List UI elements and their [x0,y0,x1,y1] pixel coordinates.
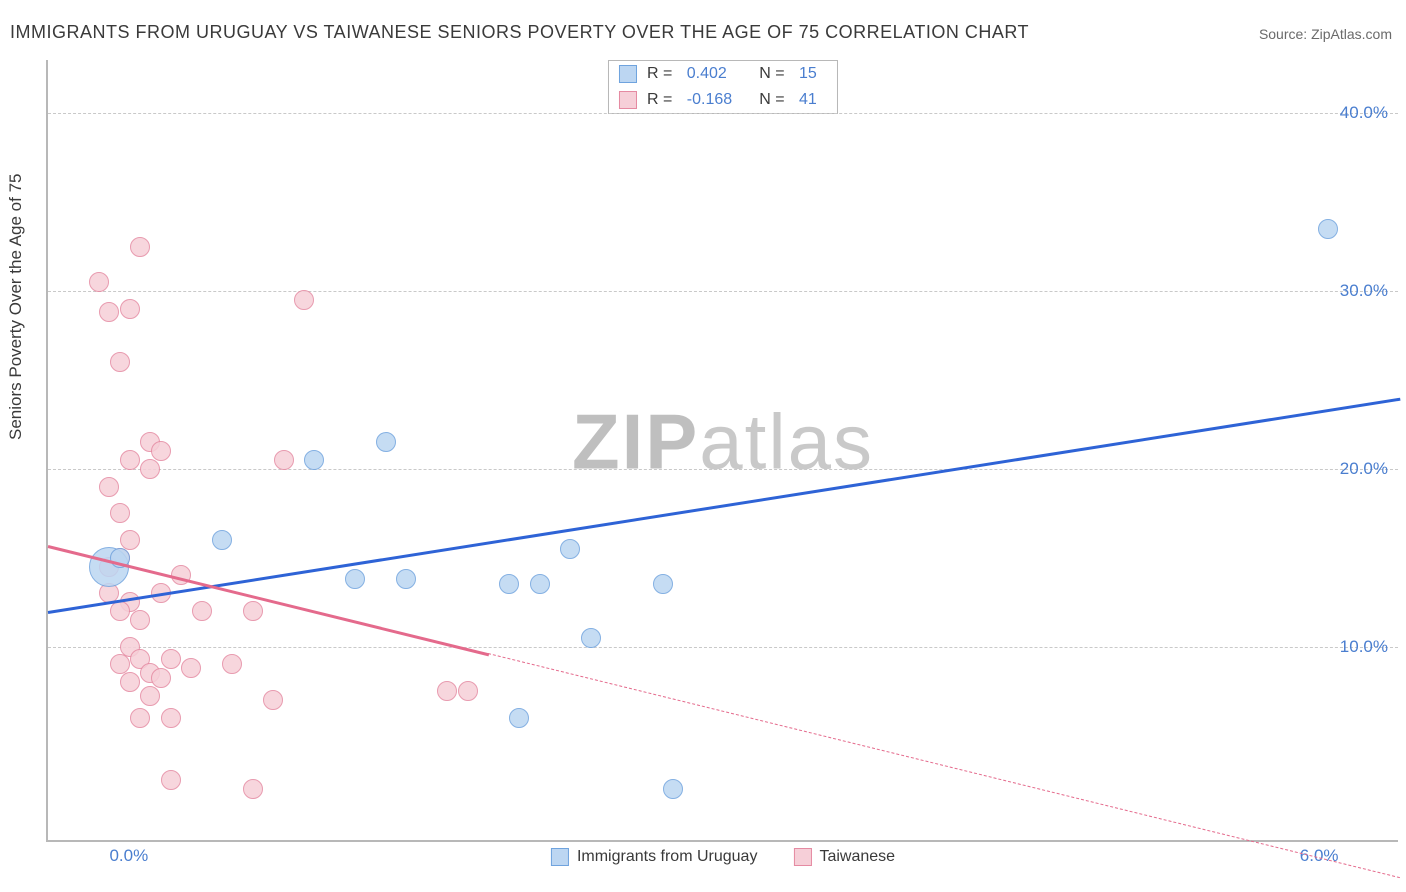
scatter-point-uruguay [345,569,365,589]
scatter-point-taiwanese [99,302,119,322]
scatter-point-taiwanese [110,352,130,372]
scatter-point-taiwanese [458,681,478,701]
gridline [48,469,1398,470]
series-legend: Immigrants from Uruguay Taiwanese [551,848,895,866]
scatter-point-uruguay [1318,219,1338,239]
gridline [48,647,1398,648]
scatter-point-taiwanese [99,477,119,497]
scatter-point-taiwanese [110,503,130,523]
scatter-point-uruguay [499,574,519,594]
source-attribution: Source: ZipAtlas.com [1259,26,1392,42]
scatter-point-uruguay [530,574,550,594]
scatter-point-taiwanese [89,272,109,292]
gridline [48,291,1398,292]
scatter-point-taiwanese [130,610,150,630]
series-legend-item-uruguay: Immigrants from Uruguay [551,848,758,866]
x-tick-label: 0.0% [109,846,148,866]
scatter-point-uruguay [653,574,673,594]
scatter-point-taiwanese [130,237,150,257]
x-tick-label: 6.0% [1300,846,1339,866]
legend-n-value: 41 [799,91,825,109]
y-tick-label: 30.0% [1340,281,1388,301]
scatter-point-uruguay [304,450,324,470]
scatter-point-uruguay [509,708,529,728]
scatter-point-taiwanese [161,770,181,790]
scatter-point-taiwanese [192,601,212,621]
scatter-point-uruguay [663,779,683,799]
scatter-point-taiwanese [120,450,140,470]
y-tick-label: 10.0% [1340,637,1388,657]
scatter-point-taiwanese [151,668,171,688]
source-prefix: Source: [1259,26,1311,42]
scatter-point-uruguay [396,569,416,589]
legend-r-label: R = [647,91,677,109]
watermark-rest: atlas [699,398,874,486]
y-tick-label: 40.0% [1340,103,1388,123]
legend-swatch-uruguay [619,65,637,83]
scatter-point-taiwanese [161,649,181,669]
scatter-point-taiwanese [294,290,314,310]
legend-n-label: N = [755,65,789,83]
trendline-taiwanese-extrapolated [488,653,1400,878]
legend-r-value: 0.402 [687,65,745,83]
plot-area: ZIPatlas R = 0.402 N = 15R = -0.168 N = … [46,60,1398,842]
series-legend-label: Immigrants from Uruguay [577,848,758,866]
gridline [48,113,1398,114]
scatter-point-taiwanese [140,686,160,706]
legend-r-label: R = [647,65,677,83]
legend-swatch-uruguay [551,848,569,866]
legend-swatch-taiwanese [793,848,811,866]
scatter-point-taiwanese [130,708,150,728]
legend-row-uruguay: R = 0.402 N = 15 [609,61,837,87]
scatter-point-uruguay [212,530,232,550]
scatter-point-uruguay [560,539,580,559]
scatter-point-taiwanese [222,654,242,674]
legend-n-value: 15 [799,65,825,83]
scatter-point-taiwanese [243,601,263,621]
scatter-point-taiwanese [263,690,283,710]
scatter-point-taiwanese [243,779,263,799]
scatter-point-taiwanese [120,299,140,319]
y-tick-label: 20.0% [1340,459,1388,479]
scatter-point-taiwanese [151,441,171,461]
series-legend-label: Taiwanese [819,848,895,866]
y-axis-label: Seniors Poverty Over the Age of 75 [6,174,26,440]
trendline-uruguay [48,398,1400,614]
scatter-point-uruguay [376,432,396,452]
scatter-point-taiwanese [110,654,130,674]
correlation-legend: R = 0.402 N = 15R = -0.168 N = 41 [608,60,838,114]
source-link[interactable]: ZipAtlas.com [1311,26,1392,42]
chart-title: IMMIGRANTS FROM URUGUAY VS TAIWANESE SEN… [10,22,1029,43]
scatter-point-uruguay [581,628,601,648]
scatter-point-taiwanese [274,450,294,470]
scatter-point-taiwanese [161,708,181,728]
watermark-bold: ZIP [572,398,699,486]
series-legend-item-taiwanese: Taiwanese [793,848,895,866]
scatter-point-taiwanese [181,658,201,678]
legend-row-taiwanese: R = -0.168 N = 41 [609,87,837,113]
scatter-point-taiwanese [140,459,160,479]
legend-swatch-taiwanese [619,91,637,109]
scatter-point-taiwanese [120,672,140,692]
watermark: ZIPatlas [572,397,874,488]
legend-r-value: -0.168 [687,91,745,109]
scatter-point-taiwanese [110,601,130,621]
scatter-point-taiwanese [437,681,457,701]
scatter-point-taiwanese [120,530,140,550]
legend-n-label: N = [755,91,789,109]
